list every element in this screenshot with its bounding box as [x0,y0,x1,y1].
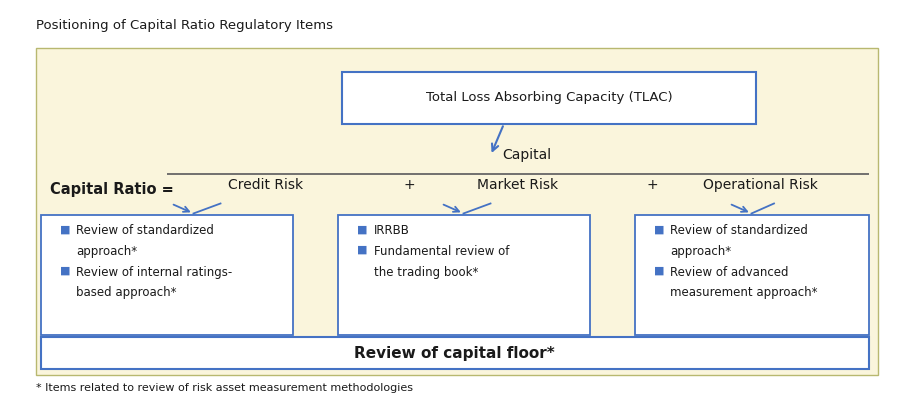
Text: approach*: approach* [670,245,732,258]
Text: Review of advanced: Review of advanced [670,266,789,279]
Text: Review of standardized: Review of standardized [670,224,808,237]
Text: Operational Risk: Operational Risk [703,178,818,192]
Text: Fundamental review of: Fundamental review of [374,245,508,258]
Text: the trading book*: the trading book* [374,266,478,279]
Text: Market Risk: Market Risk [477,178,558,192]
Text: Credit Risk: Credit Risk [228,178,303,192]
FancyBboxPatch shape [338,215,590,335]
Text: Total Loss Absorbing Capacity (TLAC): Total Loss Absorbing Capacity (TLAC) [426,91,672,104]
Text: Positioning of Capital Ratio Regulatory Items: Positioning of Capital Ratio Regulatory … [36,20,333,32]
FancyBboxPatch shape [40,337,868,369]
Text: ■: ■ [654,224,665,234]
Text: +: + [647,178,658,192]
Text: * Items related to review of risk asset measurement methodologies: * Items related to review of risk asset … [36,383,413,393]
Text: ■: ■ [60,266,71,276]
Text: ■: ■ [60,224,71,234]
Text: ■: ■ [357,245,368,255]
Text: based approach*: based approach* [76,286,177,300]
Text: +: + [404,178,415,192]
FancyBboxPatch shape [36,48,878,375]
FancyBboxPatch shape [342,72,756,124]
Text: Review of standardized: Review of standardized [76,224,214,237]
Text: Review of internal ratings-: Review of internal ratings- [76,266,233,279]
Text: ■: ■ [357,224,368,234]
Text: Capital Ratio =: Capital Ratio = [50,182,173,197]
Text: ■: ■ [654,266,665,276]
Text: approach*: approach* [76,245,138,258]
FancyBboxPatch shape [40,215,292,335]
Text: measurement approach*: measurement approach* [670,286,818,300]
Text: Capital: Capital [502,148,551,162]
Text: IRRBB: IRRBB [374,224,410,237]
Text: Review of capital floor*: Review of capital floor* [354,346,555,361]
FancyBboxPatch shape [634,215,868,335]
